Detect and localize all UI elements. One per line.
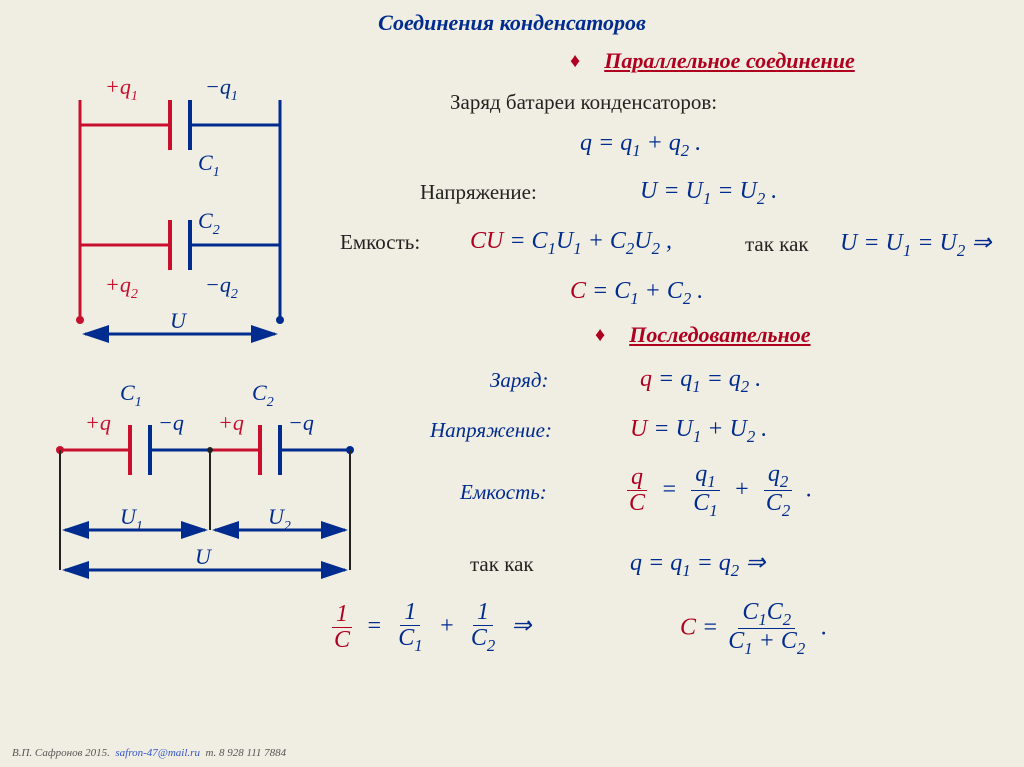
series-voltage-row: Напряжение:	[430, 418, 552, 443]
series-cap-formula: qC = q1C1 + q2C2 .	[625, 462, 812, 520]
footer: В.П. Сафронов 2015. safron-47@mail.ru т.…	[12, 747, 286, 759]
label-text: Напряжение:	[420, 180, 537, 205]
svg-text:+q1: +q1	[105, 74, 138, 104]
label-text: Емкость:	[460, 480, 547, 505]
svg-text:+q: +q	[85, 410, 111, 435]
svg-text:−q: −q	[158, 410, 184, 435]
footer-phone: т. 8 928 111 7884	[205, 747, 286, 759]
diamond-icon: ♦	[570, 50, 580, 73]
footer-email[interactable]: safron-47@mail.ru	[115, 747, 200, 759]
page-title: Соединения конденсаторов	[0, 10, 1024, 36]
svg-text:−q1: −q1	[205, 74, 238, 104]
parallel-header: Параллельное соединение	[604, 48, 855, 74]
parallel-cap-formula: CU = C1U1 + C2U2 ,	[470, 228, 672, 259]
parallel-cap-row: Емкость:	[340, 230, 420, 255]
svg-text:U: U	[195, 544, 213, 569]
svg-text:C1: C1	[198, 150, 220, 180]
parallel-header-row: ♦ Параллельное соединение	[570, 48, 855, 74]
svg-text:+q: +q	[218, 410, 244, 435]
series-since-formula: q = q1 = q2 ⇒	[630, 548, 765, 581]
parallel-charge-label: Заряд батареи конденсаторов:	[450, 90, 717, 115]
label-text: Заряд батареи конденсаторов:	[450, 90, 717, 115]
svg-text:U: U	[170, 308, 188, 333]
series-header-row: ♦ Последовательное	[595, 322, 811, 348]
label-text: так как	[470, 552, 534, 577]
label-text: так как	[745, 232, 809, 257]
label-text: Напряжение:	[430, 418, 552, 443]
series-since: так как	[470, 552, 534, 577]
parallel-since: так как	[745, 232, 809, 257]
svg-text:−q2: −q2	[205, 272, 238, 302]
series-charge-row: Заряд:	[490, 368, 549, 393]
label-text: Емкость:	[340, 230, 420, 255]
parallel-voltage-row: Напряжение:	[420, 180, 537, 205]
series-cap-row: Емкость:	[460, 480, 547, 505]
parallel-diagram: +q1 −q1 C1 C2 +q2 −q2 U	[30, 70, 330, 350]
svg-text:C2: C2	[252, 380, 274, 410]
svg-text:C1: C1	[120, 380, 142, 410]
series-diagram: C1 C2 +q −q +q −q U1 U2 U	[30, 370, 390, 630]
svg-text:+q2: +q2	[105, 272, 138, 302]
parallel-voltage-formula: U = U1 = U2 .	[640, 178, 777, 209]
svg-text:−q: −q	[288, 410, 314, 435]
parallel-charge-formula: q = q1 + q2 .	[580, 130, 701, 161]
series-voltage-formula: U = U1 + U2 .	[630, 416, 767, 447]
parallel-since-formula: U = U1 = U2 ⇒	[840, 228, 991, 261]
parallel-result: C = C1 + C2 .	[570, 278, 703, 309]
series-result-right: C = C1C2C1 + C2 .	[680, 600, 827, 658]
svg-text:C2: C2	[198, 208, 220, 238]
footer-author: В.П. Сафронов 2015.	[12, 747, 110, 759]
series-header: Последовательное	[629, 322, 810, 348]
series-charge-formula: q = q1 = q2 .	[640, 366, 761, 397]
label-text: Заряд:	[490, 368, 549, 393]
diamond-icon: ♦	[595, 324, 605, 347]
